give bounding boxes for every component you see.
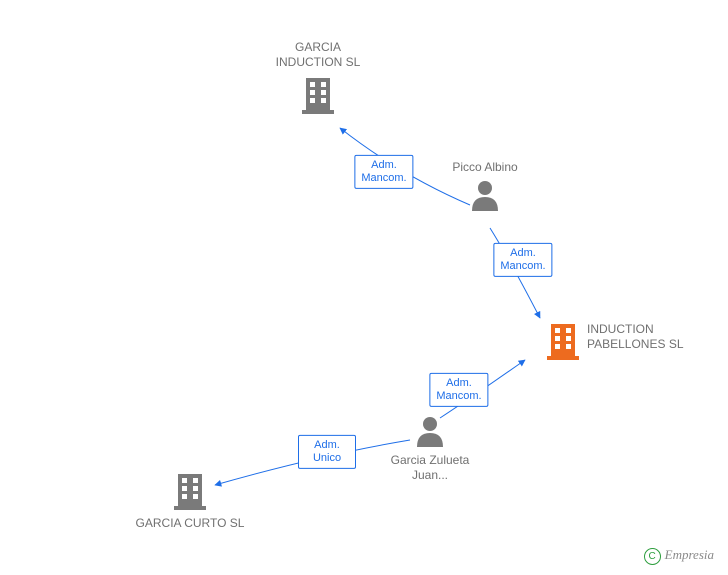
node-garcia-zulueta[interactable]: Garcia Zulueta Juan... <box>375 415 485 483</box>
node-label: GARCIA INDUCTION SL <box>263 40 373 70</box>
watermark-text: Empresia <box>665 547 714 562</box>
building-icon <box>300 103 336 117</box>
node-garcia-curto[interactable]: GARCIA CURTO SL <box>135 470 245 531</box>
node-picco-albino[interactable]: Picco Albino <box>430 160 540 215</box>
edge-label: Adm.Mancom. <box>493 243 552 277</box>
node-label: Picco Albino <box>430 160 540 175</box>
node-label: INDUCTION PABELLONES SL <box>587 322 687 352</box>
node-label: GARCIA CURTO SL <box>135 516 245 531</box>
edge-label: Adm.Mancom. <box>354 155 413 189</box>
edge-label: Adm.Unico <box>298 435 356 469</box>
copyright-icon: C <box>644 548 661 565</box>
building-icon <box>545 320 581 364</box>
person-icon <box>470 200 500 214</box>
watermark: C Empresia <box>644 547 714 565</box>
node-garcia-induction[interactable]: GARCIA INDUCTION SL <box>263 40 373 118</box>
edge-label: Adm.Mancom. <box>429 373 488 407</box>
node-induction-pabellones[interactable]: INDUCTION PABELLONES SL <box>545 320 687 364</box>
building-icon <box>172 499 208 513</box>
person-icon <box>415 436 445 450</box>
node-label: Garcia Zulueta Juan... <box>375 453 485 483</box>
diagram-canvas: Adm.Mancom. Adm.Mancom. Adm.Mancom. Adm.… <box>0 0 728 575</box>
